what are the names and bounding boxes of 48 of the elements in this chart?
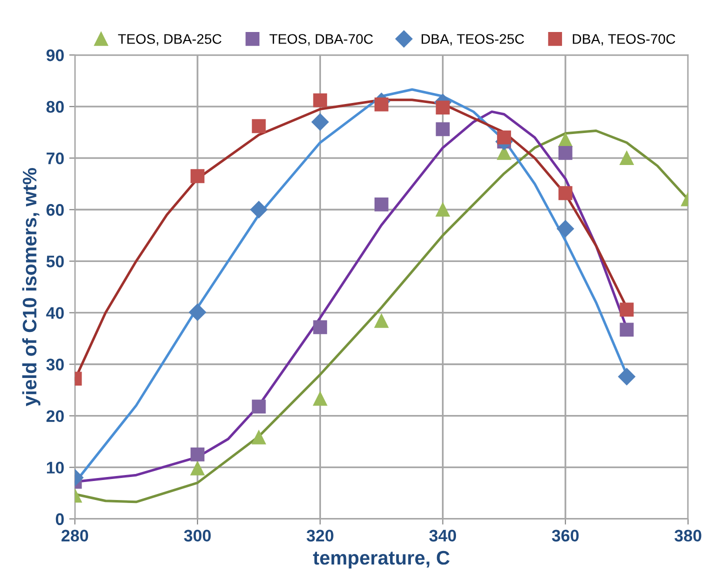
x-tick-label: 320 xyxy=(306,530,334,542)
point xyxy=(436,100,450,115)
point xyxy=(558,186,572,200)
point xyxy=(313,93,328,108)
legend-label: DBA, TEOS-70C xyxy=(572,34,676,46)
x-tick-label: 300 xyxy=(184,530,211,542)
point xyxy=(436,122,450,136)
point xyxy=(620,302,634,317)
point xyxy=(374,98,388,112)
y-tick-label: 90 xyxy=(46,49,64,62)
x-tick-label: 380 xyxy=(674,530,702,542)
point xyxy=(252,430,266,444)
legend-label: DBA, TEOS-25C xyxy=(422,34,524,46)
y-tick-label: 30 xyxy=(46,358,64,370)
point xyxy=(374,198,388,212)
legend-label: TEOS, DBA-70C xyxy=(269,34,373,46)
point xyxy=(313,392,328,406)
y-tick-label: 70 xyxy=(46,152,64,164)
point xyxy=(190,448,204,462)
x-tick-label: 280 xyxy=(62,530,88,542)
point xyxy=(250,201,268,218)
y-tick-label: 80 xyxy=(46,100,64,113)
point xyxy=(436,202,450,217)
point xyxy=(312,113,329,131)
point xyxy=(618,368,636,386)
y-tick-label: 50 xyxy=(46,256,64,268)
y-tick-label: 20 xyxy=(46,410,64,422)
y-tick-label: 10 xyxy=(46,462,64,474)
y-tick-label: 0 xyxy=(56,513,64,526)
point xyxy=(252,119,266,134)
y-tick-label: 40 xyxy=(46,307,64,319)
point xyxy=(188,304,206,321)
point xyxy=(620,322,634,337)
legend-label: TEOS, DBA-25C xyxy=(118,34,222,46)
point xyxy=(556,220,574,238)
point xyxy=(620,151,634,166)
x-tick-label: 360 xyxy=(552,530,579,542)
point xyxy=(374,314,388,328)
point xyxy=(313,320,328,334)
point xyxy=(190,461,204,476)
point xyxy=(497,130,512,144)
point xyxy=(558,146,572,160)
x-axis-title: temperature, C xyxy=(313,550,450,569)
point xyxy=(190,169,204,184)
x-tick-label: 340 xyxy=(429,530,456,542)
point xyxy=(252,400,266,414)
y-tick-label: 60 xyxy=(46,204,64,216)
y-axis-title: yield of C10 isomers, wt% xyxy=(22,168,40,406)
